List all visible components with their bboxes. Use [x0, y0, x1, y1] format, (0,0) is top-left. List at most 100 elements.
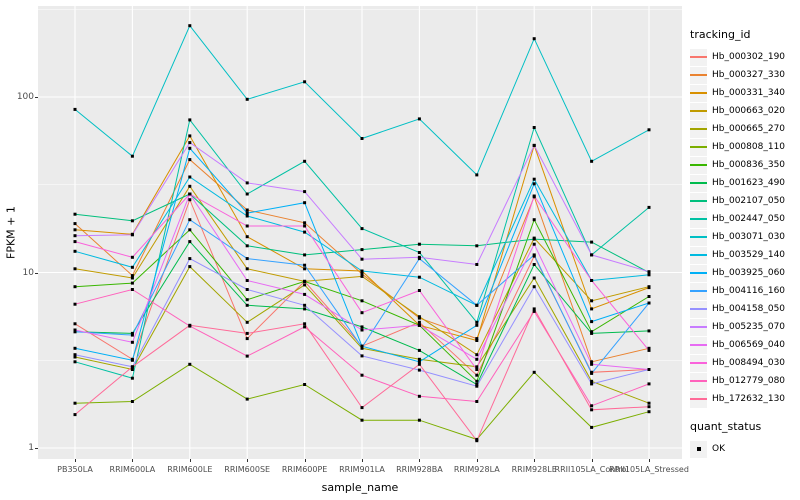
data-point	[532, 194, 536, 198]
legend-item-label: Hb_000302_190	[712, 52, 786, 62]
data-point	[130, 368, 134, 371]
data-point	[532, 237, 536, 241]
legend-key-swatch	[690, 264, 707, 282]
legend-key-swatch	[690, 156, 707, 174]
y-tick-label: 100	[16, 92, 34, 102]
data-point	[532, 177, 536, 181]
data-point	[360, 257, 364, 261]
data-point	[360, 373, 364, 377]
data-point	[245, 354, 249, 358]
legend-item-label: Hb_172632_130	[712, 394, 786, 404]
data-point	[130, 274, 134, 278]
data-point	[303, 159, 307, 163]
data-point	[360, 328, 364, 332]
y-tick-label: 1	[28, 443, 34, 453]
data-point	[360, 299, 364, 303]
legend-key-swatch	[690, 174, 707, 192]
data-point	[590, 331, 594, 335]
legend-key-swatch	[690, 246, 707, 264]
data-point	[245, 267, 249, 271]
data-point	[647, 273, 651, 277]
legend-item-label: Hb_008494_030	[712, 358, 786, 368]
legend-item-label: Hb_000663_020	[712, 106, 786, 116]
data-point	[590, 382, 594, 386]
legend-item-label: Hb_002107_050	[712, 196, 786, 206]
x-tick-mark	[75, 459, 76, 462]
x-tick-mark	[534, 459, 536, 462]
data-point	[647, 401, 651, 405]
data-point	[475, 384, 479, 388]
data-point	[647, 410, 651, 414]
data-point	[360, 325, 364, 329]
legend-item: Hb_006569_040	[690, 336, 798, 354]
x-tick-label: RRII105LA_Stressed	[609, 465, 689, 474]
data-point	[360, 274, 364, 278]
x-tick-mark	[132, 459, 134, 462]
data-point	[590, 425, 594, 429]
data-point	[647, 270, 651, 274]
data-point	[303, 292, 307, 296]
data-point	[475, 263, 479, 266]
data-point	[245, 397, 249, 401]
legend-item: Hb_002107_050	[690, 192, 798, 210]
data-point	[73, 355, 77, 359]
x-tick-mark	[419, 459, 421, 462]
data-point	[475, 400, 479, 403]
data-point	[475, 244, 479, 248]
data-point	[73, 267, 77, 271]
legend-item-label: Hb_004116_160	[712, 286, 786, 296]
x-axis-title: sample_name	[321, 481, 399, 494]
data-point	[590, 379, 594, 383]
data-point	[73, 222, 77, 226]
data-point	[360, 345, 364, 349]
legend-key-swatch	[690, 138, 707, 156]
data-point	[417, 251, 421, 254]
quant-item: OK	[690, 440, 798, 458]
data-point	[245, 288, 249, 291]
legend-item-label: Hb_003925_060	[712, 268, 786, 278]
data-point	[130, 233, 134, 237]
data-point	[475, 303, 479, 307]
data-point	[417, 323, 421, 327]
legend-key-swatch	[690, 354, 707, 372]
data-point	[303, 279, 307, 283]
data-point	[303, 230, 307, 234]
data-point	[245, 97, 249, 101]
legend-items: Hb_000302_190 Hb_000327_330 Hb_000331_34…	[690, 48, 798, 408]
data-point	[73, 328, 77, 332]
data-point	[188, 118, 192, 122]
x-tick-mark	[649, 459, 650, 462]
data-point	[73, 353, 77, 357]
data-point	[532, 307, 536, 311]
data-point	[130, 281, 134, 285]
data-point	[245, 337, 249, 341]
data-point	[475, 337, 479, 341]
data-point	[245, 244, 249, 248]
data-point	[73, 285, 77, 289]
x-tick-label: RRIM928BA	[396, 465, 443, 474]
data-point	[303, 253, 307, 257]
data-point	[647, 382, 651, 386]
data-point	[73, 240, 77, 244]
data-point	[245, 235, 249, 239]
data-point	[532, 37, 536, 41]
x-tick-mark	[476, 459, 478, 462]
data-point	[245, 257, 249, 261]
data-point	[532, 309, 536, 313]
legend-key-swatch	[690, 390, 707, 408]
legend-item-label: Hb_000808_110	[712, 142, 786, 152]
data-point	[590, 159, 594, 163]
data-point	[130, 219, 134, 223]
data-point	[590, 240, 594, 244]
data-point	[303, 190, 307, 194]
x-tick-mark	[304, 459, 306, 462]
legend-item-label: Hb_001623_490	[712, 178, 786, 188]
legend-item-label: Hb_004158_050	[712, 304, 786, 314]
data-point	[245, 192, 249, 196]
quant-item-label: OK	[712, 444, 725, 454]
plot-panel	[38, 6, 682, 459]
legend-key-swatch	[690, 84, 707, 102]
data-point	[475, 383, 479, 386]
data-point	[475, 323, 479, 327]
